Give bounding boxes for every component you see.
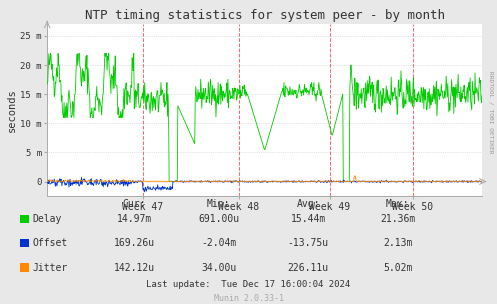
Text: 34.00u: 34.00u: [201, 263, 236, 272]
Text: Min:: Min:: [207, 199, 231, 209]
Text: -13.75u: -13.75u: [288, 238, 329, 248]
Text: Munin 2.0.33-1: Munin 2.0.33-1: [214, 294, 283, 303]
Text: RRDTOOL / TOBI OETIKER: RRDTOOL / TOBI OETIKER: [489, 71, 494, 154]
Y-axis label: seconds: seconds: [7, 88, 17, 132]
Text: 15.44m: 15.44m: [291, 214, 326, 224]
Text: 169.26u: 169.26u: [114, 238, 155, 248]
Text: 142.12u: 142.12u: [114, 263, 155, 272]
Text: Cur:: Cur:: [122, 199, 146, 209]
Text: Avg:: Avg:: [296, 199, 320, 209]
Text: 691.00u: 691.00u: [198, 214, 239, 224]
Text: -2.04m: -2.04m: [201, 238, 236, 248]
Title: NTP timing statistics for system peer - by month: NTP timing statistics for system peer - …: [84, 9, 445, 22]
Text: Offset: Offset: [33, 238, 68, 248]
Text: Max:: Max:: [386, 199, 410, 209]
Text: Last update:  Tue Dec 17 16:00:04 2024: Last update: Tue Dec 17 16:00:04 2024: [147, 280, 350, 289]
Text: 226.11u: 226.11u: [288, 263, 329, 272]
Text: 14.97m: 14.97m: [117, 214, 152, 224]
Text: Jitter: Jitter: [33, 263, 68, 272]
Text: Delay: Delay: [33, 214, 62, 224]
Text: 5.02m: 5.02m: [383, 263, 413, 272]
Text: 21.36m: 21.36m: [380, 214, 415, 224]
Text: 2.13m: 2.13m: [383, 238, 413, 248]
